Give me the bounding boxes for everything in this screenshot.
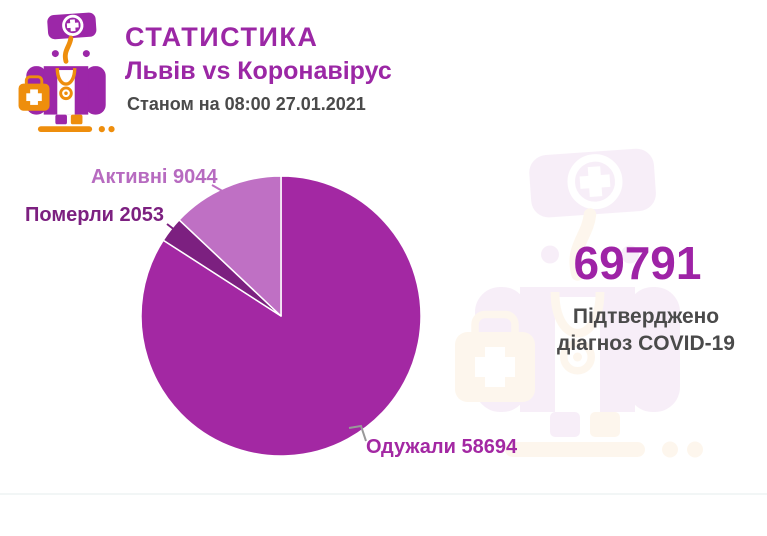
as-of-date: Станом на 08:00 27.01.2021	[127, 94, 366, 114]
leader-lines	[166, 184, 367, 442]
pie-segment-Померли	[162, 219, 282, 317]
leader-line-recovered	[348, 424, 367, 442]
pie-segment-Активні	[178, 175, 282, 317]
caption-line-1: Підтверджено	[572, 305, 720, 328]
page-subtitle: Львів vs Коронавірус	[125, 57, 392, 85]
total-confirmed-number: 69791	[573, 237, 702, 289]
label-active-cases: Активні 9044	[91, 166, 218, 188]
leader-line-died	[166, 223, 194, 245]
doctor-logo-icon	[12, 10, 120, 133]
label-died-cases: Померли 2053	[25, 204, 165, 226]
bottom-divider	[0, 493, 767, 495]
pie-segment-Одужали	[140, 175, 422, 457]
caption-line-2: діагноз COVID-19	[557, 332, 735, 355]
page-title: СТАТИСТИКА	[125, 22, 319, 52]
total-confirmed-caption: Підтверджено діагноз COVID-19	[523, 303, 767, 357]
label-recovered-cases: Одужали 58694	[366, 436, 518, 458]
